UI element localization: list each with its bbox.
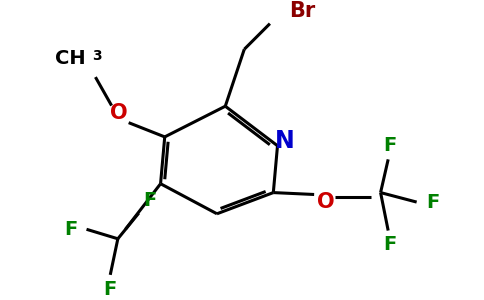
Text: N: N [275, 129, 295, 153]
Text: F: F [104, 280, 117, 298]
Text: O: O [110, 103, 128, 123]
Text: CH: CH [55, 49, 86, 68]
Text: F: F [383, 136, 397, 154]
Text: 3: 3 [92, 49, 102, 63]
Text: F: F [143, 191, 157, 210]
Text: F: F [383, 235, 397, 254]
Text: O: O [317, 192, 334, 212]
Text: Br: Br [289, 1, 315, 21]
Text: F: F [426, 193, 439, 211]
Text: F: F [65, 220, 78, 239]
